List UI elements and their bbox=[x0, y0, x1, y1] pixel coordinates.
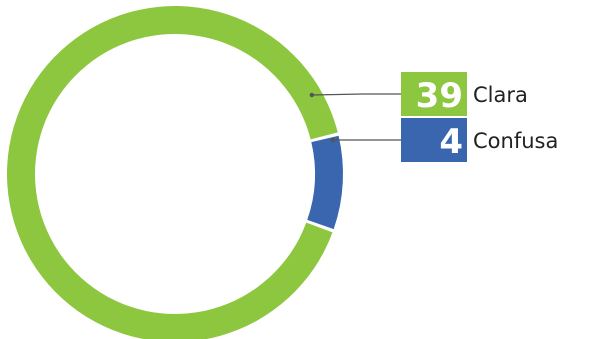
leader-lines bbox=[309, 92, 401, 143]
value-box-clara bbox=[401, 72, 467, 116]
data-label-value-clara: 39 bbox=[416, 76, 463, 116]
value-box-confusa bbox=[401, 118, 467, 162]
leader-dot-confusa bbox=[330, 137, 335, 143]
donut-slice-confusa bbox=[307, 135, 343, 230]
donut-slices bbox=[7, 6, 343, 339]
leader-line-clara bbox=[311, 93, 401, 96]
data-label-category-clara: Clara bbox=[473, 83, 528, 107]
data-label-value-confusa: 4 bbox=[439, 122, 463, 162]
data-label-category-confusa: Confusa bbox=[473, 129, 558, 153]
leader-dot-clara bbox=[309, 92, 315, 98]
donut-slice-clara bbox=[7, 6, 338, 339]
data-labels: 39 Clara 4 Confusa bbox=[401, 72, 558, 162]
